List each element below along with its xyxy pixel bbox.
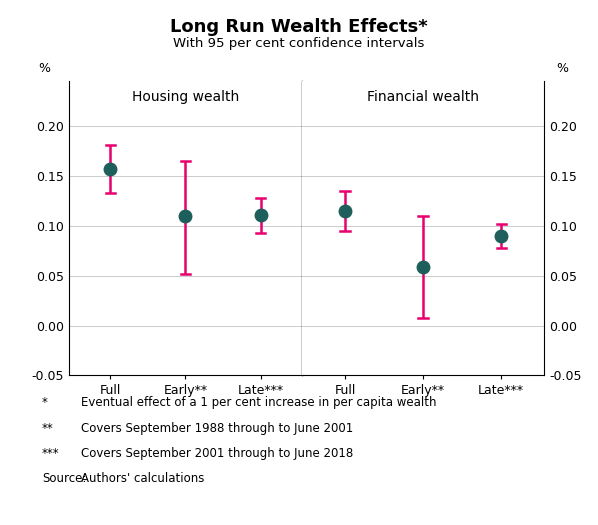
Text: Source:: Source:: [42, 472, 86, 485]
Text: Eventual effect of a 1 per cent increase in per capita wealth: Eventual effect of a 1 per cent increase…: [81, 396, 436, 410]
Text: %: %: [38, 62, 50, 76]
Text: **: **: [42, 422, 54, 435]
Text: ***: ***: [42, 447, 59, 460]
Text: %: %: [556, 62, 569, 76]
Text: With 95 per cent confidence intervals: With 95 per cent confidence intervals: [173, 37, 425, 50]
Text: Covers September 1988 through to June 2001: Covers September 1988 through to June 20…: [81, 422, 353, 435]
Text: Financial wealth: Financial wealth: [367, 90, 479, 104]
Text: Covers September 2001 through to June 2018: Covers September 2001 through to June 20…: [81, 447, 353, 460]
Text: Long Run Wealth Effects*: Long Run Wealth Effects*: [170, 18, 428, 36]
Text: Housing wealth: Housing wealth: [132, 90, 239, 104]
Text: *: *: [42, 396, 48, 410]
Text: Authors' calculations: Authors' calculations: [81, 472, 204, 485]
